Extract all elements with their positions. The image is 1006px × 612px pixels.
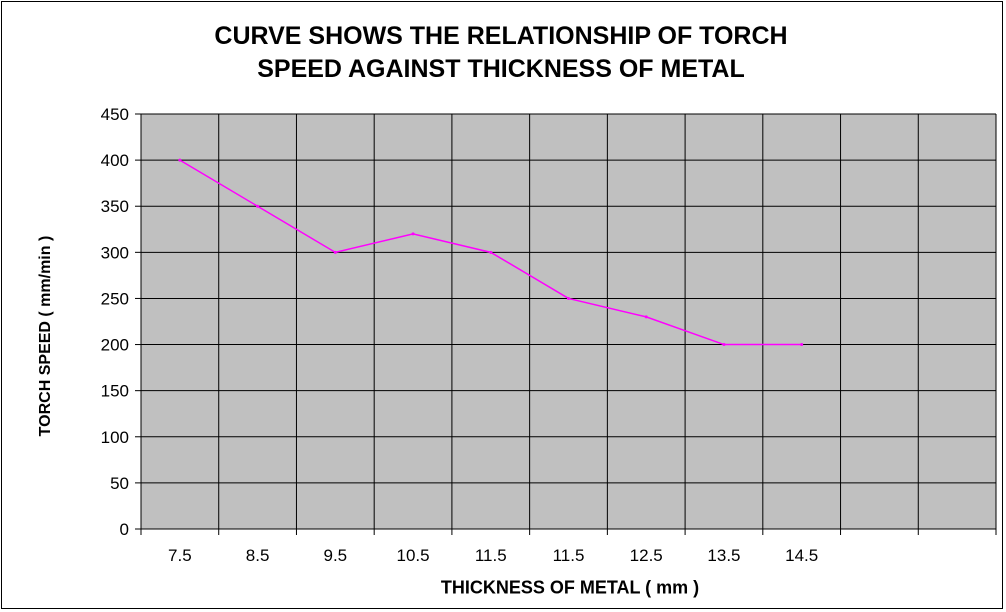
- x-tick-label: 12.5: [630, 546, 663, 565]
- data-point: [567, 296, 570, 300]
- y-tick-label: 150: [101, 382, 129, 401]
- y-axis-label: TORCH SPEED ( mm/min ): [37, 235, 54, 437]
- y-tick-label: 450: [101, 105, 129, 124]
- chart-title-line-2: SPEED AGAINST THICKNESS OF METAL: [257, 55, 745, 83]
- plot-area: [141, 114, 996, 529]
- data-point: [411, 232, 415, 236]
- data-point: [489, 250, 493, 254]
- y-tick-label: 100: [101, 428, 129, 447]
- x-tick-label: 8.5: [246, 546, 270, 565]
- y-tick-label: 0: [120, 520, 129, 539]
- y-tick-label: 250: [101, 289, 129, 308]
- data-point: [256, 204, 260, 208]
- y-tick-label: 200: [101, 336, 129, 355]
- x-tick-label: 11.5: [553, 546, 585, 565]
- x-tick-label: 14.5: [785, 546, 818, 565]
- chart-title-line-1: CURVE SHOWS THE RELATIONSHIP OF TORCH: [214, 22, 788, 50]
- x-axis-label: THICKNESS OF METAL ( mm ): [440, 577, 700, 598]
- y-tick-label: 350: [101, 197, 129, 216]
- x-tick-label: 10.5: [396, 546, 429, 565]
- y-tick-label: 50: [110, 474, 129, 493]
- x-tick-label: 9.5: [323, 546, 347, 565]
- y-tick-label: 300: [101, 243, 129, 262]
- data-point: [644, 315, 648, 319]
- data-point: [178, 158, 182, 162]
- x-tick-label: 11.5: [475, 546, 507, 565]
- x-tick-label: 7.5: [168, 546, 192, 565]
- x-tick-label: 13.5: [707, 546, 740, 565]
- data-point: [800, 343, 804, 347]
- chart-title: CURVE SHOWS THE RELATIONSHIP OF TORCH SP…: [0, 20, 1002, 86]
- data-point: [722, 343, 726, 347]
- y-tick-label: 400: [101, 151, 129, 170]
- data-point: [333, 250, 337, 254]
